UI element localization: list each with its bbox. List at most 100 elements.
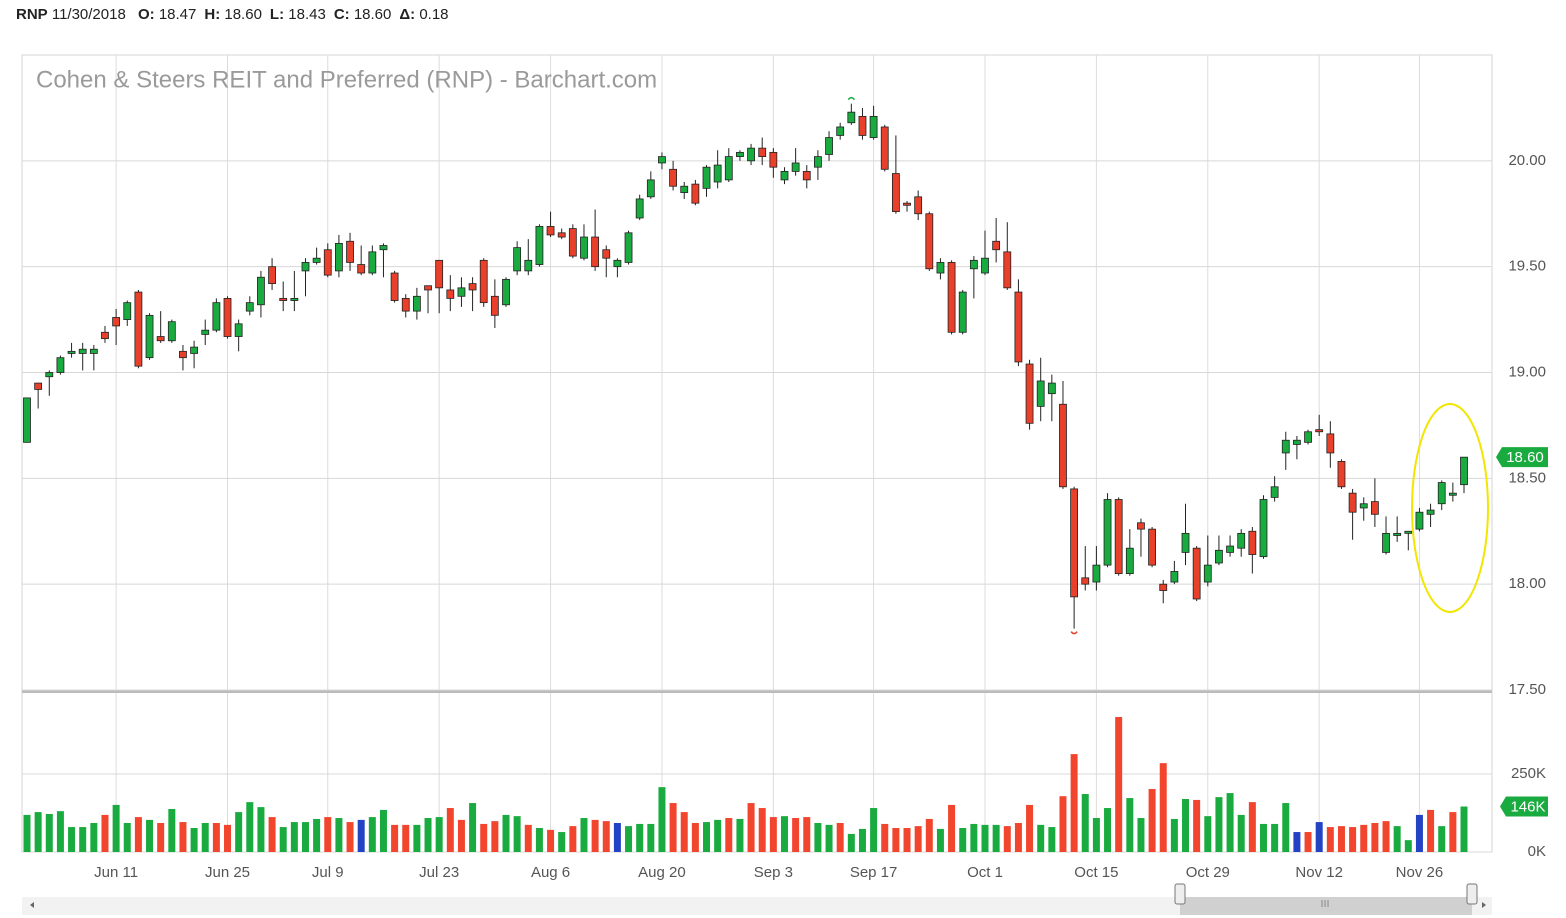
x-tick-label: Aug 6 bbox=[531, 864, 570, 881]
volume-bar bbox=[279, 827, 287, 852]
candle-body bbox=[1159, 583, 1168, 591]
volume-bar bbox=[201, 823, 209, 852]
candle-body bbox=[468, 283, 477, 291]
candle-body bbox=[1415, 511, 1424, 530]
volume-bar bbox=[45, 813, 53, 852]
scroll-handle-left[interactable] bbox=[1174, 883, 1186, 905]
candle-body bbox=[268, 266, 276, 284]
candle-body bbox=[401, 298, 410, 312]
volume-bar bbox=[558, 832, 566, 852]
volume-bar bbox=[1226, 793, 1234, 852]
candle-body bbox=[546, 226, 555, 236]
candle-body bbox=[1226, 545, 1234, 553]
volume-bar bbox=[1126, 798, 1134, 852]
candle-body bbox=[958, 291, 967, 333]
candle-body bbox=[502, 278, 510, 306]
volume-bar bbox=[157, 823, 165, 852]
volume-bar bbox=[847, 833, 855, 852]
candle-body bbox=[691, 183, 700, 204]
volume-bar bbox=[190, 827, 198, 852]
volume-bar bbox=[357, 819, 365, 852]
volume-bar bbox=[580, 818, 588, 852]
candle-body bbox=[869, 115, 878, 138]
volume-bar bbox=[1182, 799, 1190, 852]
candle-body bbox=[591, 236, 600, 268]
volume-bar bbox=[246, 802, 254, 852]
candle-body bbox=[1036, 380, 1045, 407]
candle-body bbox=[769, 151, 778, 168]
x-tick-label: Jul 23 bbox=[419, 864, 459, 881]
candle-body bbox=[825, 137, 833, 155]
scroll-thumb[interactable] bbox=[1180, 897, 1472, 915]
candle-body bbox=[535, 226, 544, 265]
scroll-handle-right[interactable] bbox=[1466, 883, 1478, 905]
candle-body bbox=[613, 259, 622, 268]
candle-body bbox=[301, 262, 310, 272]
x-tick-label: Jun 11 bbox=[94, 864, 138, 881]
volume-bar bbox=[424, 818, 432, 852]
candle-body bbox=[1103, 499, 1112, 566]
volume-bar bbox=[881, 823, 889, 852]
volume-bar bbox=[703, 822, 711, 852]
volume-bar bbox=[1393, 826, 1401, 852]
scroll-track bbox=[22, 897, 1492, 915]
y-tick-label: 17.50 bbox=[1508, 681, 1546, 698]
volume-bar bbox=[658, 787, 666, 852]
low-marker bbox=[1070, 631, 1078, 635]
volume-bar bbox=[1371, 823, 1379, 852]
volume-bar bbox=[1415, 814, 1423, 852]
scrollbar[interactable] bbox=[22, 883, 1492, 915]
volume-bar bbox=[368, 817, 376, 852]
candle-body bbox=[123, 302, 132, 320]
candle-body bbox=[312, 257, 321, 263]
candle-body bbox=[925, 213, 934, 270]
x-tick-label: Jul 9 bbox=[312, 864, 344, 881]
volume-bar bbox=[758, 808, 766, 852]
volume-bar bbox=[1026, 804, 1034, 852]
scroll-right-arrow[interactable] bbox=[1482, 902, 1486, 908]
candle-body bbox=[1304, 431, 1312, 443]
candle-body bbox=[891, 173, 900, 213]
candle-body bbox=[1326, 433, 1335, 454]
volume-bar bbox=[1215, 797, 1223, 852]
volume-bar bbox=[335, 818, 343, 852]
candle-body bbox=[736, 151, 744, 158]
field-label: L: bbox=[269, 6, 285, 23]
last-price-label: 18.60 bbox=[1506, 449, 1544, 466]
candle-body bbox=[112, 317, 121, 327]
candle-body bbox=[1448, 492, 1457, 496]
volume-bar bbox=[446, 808, 454, 852]
y-tick-label: 19.50 bbox=[1508, 258, 1546, 275]
candle-body bbox=[936, 262, 945, 274]
volume-bar bbox=[547, 829, 555, 852]
volume-bar bbox=[769, 817, 777, 852]
volume-bar bbox=[168, 808, 176, 852]
candle-body bbox=[290, 298, 299, 301]
candle-body bbox=[145, 314, 154, 359]
candle-body bbox=[802, 171, 811, 181]
candle-body bbox=[847, 111, 856, 124]
candle-body bbox=[1025, 363, 1034, 424]
volume-bar bbox=[134, 817, 142, 852]
volume-bar bbox=[903, 827, 911, 852]
candle-body bbox=[724, 156, 733, 181]
volume-bar bbox=[480, 823, 488, 852]
volume-bar bbox=[1337, 826, 1345, 852]
candle-body bbox=[323, 249, 332, 276]
volume-bar bbox=[402, 824, 410, 852]
candle-body bbox=[1293, 439, 1301, 445]
volume-bar bbox=[23, 814, 31, 852]
volume-bar bbox=[1449, 812, 1457, 852]
candle-body bbox=[101, 331, 109, 340]
quote-date: 11/30/2018 bbox=[51, 6, 126, 23]
volume-bar bbox=[1193, 799, 1201, 852]
volume-bar bbox=[1070, 754, 1078, 852]
volume-bar bbox=[101, 814, 109, 852]
scroll-left-arrow[interactable] bbox=[30, 902, 34, 908]
field-value: 18.43 bbox=[288, 6, 326, 23]
candle-body bbox=[23, 397, 31, 443]
candle-body bbox=[190, 346, 198, 354]
candle-body bbox=[257, 276, 265, 306]
candle-body bbox=[1003, 251, 1012, 289]
